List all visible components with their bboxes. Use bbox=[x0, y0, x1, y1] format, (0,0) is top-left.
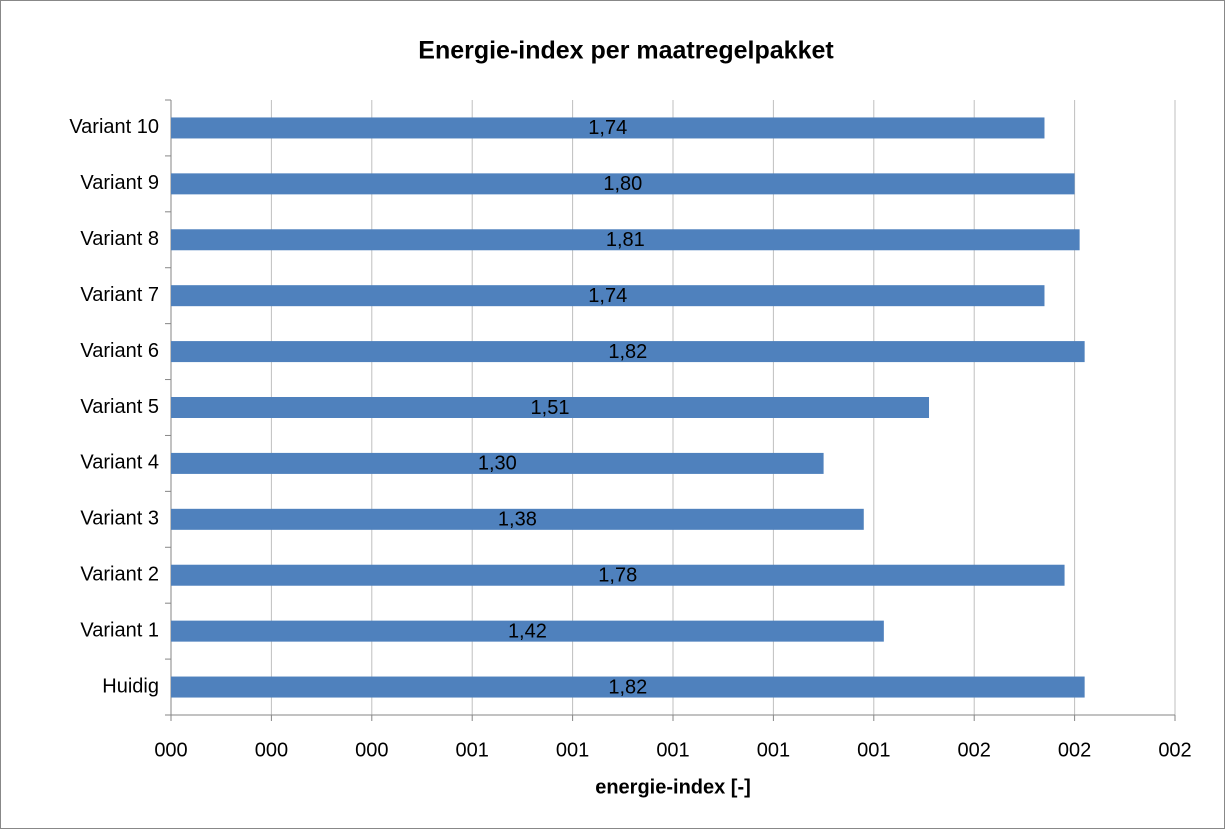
y-tick-label: Variant 9 bbox=[80, 172, 159, 194]
bar bbox=[171, 117, 1045, 139]
bar bbox=[171, 564, 1065, 586]
bar bbox=[171, 620, 884, 642]
y-tick-label: Variant 2 bbox=[80, 564, 159, 586]
x-tick-label: 000 bbox=[255, 739, 288, 761]
x-tick-label: 001 bbox=[757, 739, 790, 761]
data-label: 1,74 bbox=[588, 285, 627, 307]
y-tick-label: Variant 3 bbox=[80, 508, 159, 530]
x-tick-label: 001 bbox=[656, 739, 689, 761]
x-tick-label: 001 bbox=[456, 739, 489, 761]
data-label: 1,82 bbox=[608, 676, 647, 698]
x-tick-label: 000 bbox=[154, 739, 187, 761]
bar bbox=[171, 173, 1075, 195]
y-tick-label: Variant 7 bbox=[80, 284, 159, 306]
bar bbox=[171, 676, 1085, 698]
bar bbox=[171, 397, 930, 418]
data-label: 1,30 bbox=[478, 453, 517, 475]
data-label: 1,42 bbox=[508, 620, 547, 642]
bar bbox=[171, 341, 1085, 363]
x-tick-label: 001 bbox=[556, 739, 589, 761]
data-label: 1,80 bbox=[603, 173, 642, 195]
chart-title: Energie-index per maatregelpakket bbox=[418, 37, 834, 65]
data-label: 1,81 bbox=[606, 229, 645, 251]
y-tick-label: Variant 8 bbox=[80, 228, 159, 250]
y-tick-label: Variant 6 bbox=[80, 340, 159, 362]
bar bbox=[171, 508, 864, 530]
data-label: 1,78 bbox=[598, 565, 637, 587]
data-label: 1,74 bbox=[588, 117, 627, 139]
data-label: 1,82 bbox=[608, 341, 647, 363]
x-tick-label: 002 bbox=[1058, 739, 1091, 761]
data-label: 1,51 bbox=[531, 397, 570, 419]
bar bbox=[171, 452, 824, 474]
y-tick-label: Variant 5 bbox=[80, 396, 159, 418]
x-tick-label: 000 bbox=[355, 739, 388, 761]
y-tick-label: Variant 4 bbox=[80, 452, 159, 474]
bar bbox=[171, 285, 1045, 307]
y-tick-label: Variant 1 bbox=[80, 619, 159, 641]
data-label: 1,38 bbox=[498, 509, 537, 531]
y-tick-label: Variant 10 bbox=[69, 116, 159, 138]
y-tick-label: Huidig bbox=[102, 675, 159, 697]
x-tick-label: 002 bbox=[958, 739, 991, 761]
x-axis-title: energie-index [-] bbox=[595, 776, 751, 798]
bar bbox=[171, 229, 1080, 251]
x-tick-label: 001 bbox=[857, 739, 890, 761]
x-tick-label: 002 bbox=[1158, 739, 1191, 761]
